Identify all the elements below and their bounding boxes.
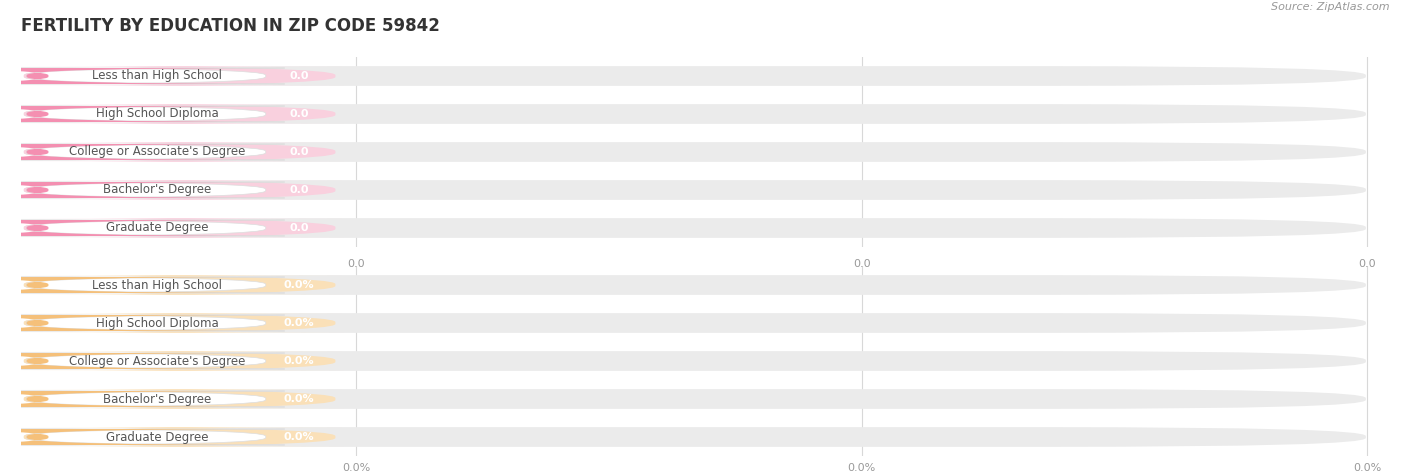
Text: 0.0%: 0.0% <box>284 280 315 290</box>
Text: 0.0%: 0.0% <box>1353 463 1381 473</box>
FancyBboxPatch shape <box>15 313 343 333</box>
FancyBboxPatch shape <box>7 106 285 122</box>
FancyBboxPatch shape <box>0 182 285 198</box>
FancyBboxPatch shape <box>24 142 1365 162</box>
Text: 0.0%: 0.0% <box>284 394 315 404</box>
FancyBboxPatch shape <box>0 106 285 122</box>
Text: 0.0: 0.0 <box>290 223 309 233</box>
FancyBboxPatch shape <box>15 351 343 371</box>
Text: 0.0%: 0.0% <box>284 356 315 366</box>
Text: 0.0: 0.0 <box>853 259 870 269</box>
FancyBboxPatch shape <box>24 66 1365 86</box>
Text: 0.0%: 0.0% <box>342 463 370 473</box>
FancyBboxPatch shape <box>15 275 343 295</box>
FancyBboxPatch shape <box>24 351 1365 371</box>
FancyBboxPatch shape <box>24 275 1365 295</box>
Text: High School Diploma: High School Diploma <box>96 316 218 330</box>
FancyBboxPatch shape <box>0 277 285 293</box>
Text: College or Associate's Degree: College or Associate's Degree <box>69 145 245 159</box>
FancyBboxPatch shape <box>24 313 1365 333</box>
FancyBboxPatch shape <box>7 353 285 369</box>
FancyBboxPatch shape <box>0 144 285 160</box>
FancyBboxPatch shape <box>7 277 285 293</box>
FancyBboxPatch shape <box>15 104 343 124</box>
FancyBboxPatch shape <box>7 182 285 198</box>
FancyBboxPatch shape <box>24 218 1365 238</box>
Text: 0.0: 0.0 <box>290 109 309 119</box>
FancyBboxPatch shape <box>15 389 343 409</box>
FancyBboxPatch shape <box>7 315 285 331</box>
FancyBboxPatch shape <box>0 429 285 445</box>
FancyBboxPatch shape <box>15 66 343 86</box>
Text: Bachelor's Degree: Bachelor's Degree <box>103 183 211 197</box>
Text: High School Diploma: High School Diploma <box>96 107 218 121</box>
FancyBboxPatch shape <box>24 427 1365 447</box>
FancyBboxPatch shape <box>24 389 1365 409</box>
Text: FERTILITY BY EDUCATION IN ZIP CODE 59842: FERTILITY BY EDUCATION IN ZIP CODE 59842 <box>21 17 440 35</box>
FancyBboxPatch shape <box>15 218 343 238</box>
FancyBboxPatch shape <box>0 315 285 331</box>
Text: College or Associate's Degree: College or Associate's Degree <box>69 354 245 368</box>
Text: 0.0%: 0.0% <box>284 318 315 328</box>
Text: 0.0: 0.0 <box>290 71 309 81</box>
Text: Source: ZipAtlas.com: Source: ZipAtlas.com <box>1271 2 1389 12</box>
FancyBboxPatch shape <box>15 180 343 200</box>
Text: Less than High School: Less than High School <box>91 69 222 83</box>
FancyBboxPatch shape <box>24 104 1365 124</box>
Text: Less than High School: Less than High School <box>91 278 222 292</box>
Text: Graduate Degree: Graduate Degree <box>105 430 208 444</box>
FancyBboxPatch shape <box>7 429 285 445</box>
FancyBboxPatch shape <box>24 180 1365 200</box>
FancyBboxPatch shape <box>15 427 343 447</box>
FancyBboxPatch shape <box>0 391 285 407</box>
Text: 0.0: 0.0 <box>1358 259 1376 269</box>
Text: Bachelor's Degree: Bachelor's Degree <box>103 392 211 406</box>
FancyBboxPatch shape <box>7 144 285 160</box>
FancyBboxPatch shape <box>7 220 285 236</box>
FancyBboxPatch shape <box>15 142 343 162</box>
FancyBboxPatch shape <box>7 68 285 84</box>
FancyBboxPatch shape <box>0 68 285 84</box>
Text: 0.0: 0.0 <box>290 147 309 157</box>
Text: Graduate Degree: Graduate Degree <box>105 221 208 235</box>
Text: 0.0: 0.0 <box>347 259 364 269</box>
FancyBboxPatch shape <box>0 353 285 369</box>
Text: 0.0%: 0.0% <box>284 432 315 442</box>
FancyBboxPatch shape <box>0 220 285 236</box>
Text: 0.0%: 0.0% <box>848 463 876 473</box>
Text: 0.0: 0.0 <box>290 185 309 195</box>
FancyBboxPatch shape <box>7 391 285 407</box>
